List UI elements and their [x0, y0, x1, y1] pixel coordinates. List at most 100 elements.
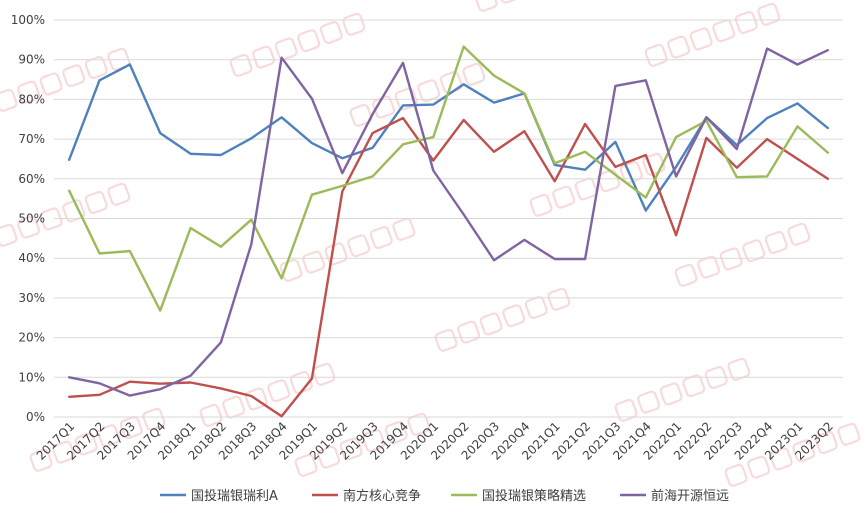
watermark-glyph [674, 263, 698, 287]
watermark-glyph [84, 191, 108, 215]
y-tick-label: 70% [18, 132, 45, 146]
watermark-glyph [229, 53, 253, 77]
watermark-glyph [529, 193, 553, 217]
watermark-mark [674, 222, 811, 287]
watermark-glyph [614, 398, 638, 422]
y-tick-label: 20% [18, 331, 45, 345]
watermark-glyph [742, 239, 766, 263]
y-tick-label: 100% [11, 13, 45, 27]
watermark-glyph [619, 161, 643, 185]
watermark-glyph [294, 453, 318, 477]
watermark-glyph [392, 217, 416, 241]
y-axis-tick-labels: 0% 10% 20% 30% 40% 50% 60% 70% 80% 90% 100% [11, 13, 45, 424]
watermark-glyph [734, 11, 758, 35]
watermark-mark [29, 407, 166, 472]
legend-label: 国投瑞银策略精选 [482, 488, 586, 504]
y-tick-label: 50% [18, 212, 45, 226]
watermark-glyph [502, 304, 526, 328]
watermark-glyph [39, 207, 63, 231]
watermark-glyph [324, 242, 348, 266]
watermark-glyph [252, 45, 276, 69]
watermark-mark [0, 182, 131, 247]
watermark-glyph [457, 320, 481, 344]
watermark-mark [434, 287, 571, 352]
watermark-glyph [107, 182, 131, 206]
watermark-glyph [719, 247, 743, 271]
watermark-glyph [267, 379, 291, 403]
y-tick-label: 40% [18, 251, 45, 265]
watermark-glyph [792, 439, 816, 463]
legend-label: 南方核心竞争 [343, 488, 421, 504]
watermark-glyph [434, 328, 458, 352]
watermark-glyph [17, 80, 41, 104]
watermark-glyph [279, 258, 303, 282]
y-tick-label: 30% [18, 291, 45, 305]
watermark-glyph [297, 29, 321, 53]
watermark-glyph [712, 19, 736, 43]
watermark-glyph [552, 185, 576, 209]
watermark-glyph [349, 103, 373, 127]
legend-label: 国投瑞银瑞利A [191, 488, 278, 504]
watermark-glyph [119, 416, 143, 440]
watermark-glyph [462, 62, 486, 86]
watermark-glyph [837, 422, 861, 446]
watermark-glyph [244, 387, 268, 411]
series-lines [67, 45, 829, 418]
grid-lines [54, 19, 843, 418]
watermark-glyph [302, 250, 326, 274]
watermark-glyph [29, 448, 53, 472]
watermark-glyph [479, 312, 503, 336]
watermark-glyph [339, 437, 363, 461]
watermark-glyph [724, 463, 748, 487]
watermark-glyph [52, 440, 76, 464]
watermark-glyph [312, 362, 336, 386]
watermark-glyph [659, 382, 683, 406]
watermark-layer [0, 0, 861, 487]
y-tick-label: 60% [18, 172, 45, 186]
watermark-mark [724, 422, 861, 487]
watermark-glyph [667, 35, 691, 59]
watermark-glyph [142, 407, 166, 431]
watermark-mark [294, 412, 431, 477]
legend: 国投瑞银瑞利A 南方核心竞争 国投瑞银策略精选 前海开源恒远 [160, 488, 729, 504]
watermark-glyph [524, 296, 548, 320]
watermark-glyph [222, 395, 246, 419]
series-line-4 [67, 47, 829, 397]
watermark-glyph [689, 27, 713, 51]
watermark-mark [614, 357, 751, 422]
x-axis-tick-labels: 2017Q12017Q22017Q32017Q42018Q12018Q22018… [34, 419, 836, 463]
watermark-glyph [769, 447, 793, 471]
watermark-glyph [84, 56, 108, 80]
series-line-1 [67, 63, 829, 212]
watermark-glyph [417, 79, 441, 103]
watermark-glyph [787, 222, 811, 246]
watermark-glyph [362, 429, 386, 453]
watermark-glyph [317, 445, 341, 469]
watermark-mark [529, 152, 666, 217]
watermark-glyph [597, 169, 621, 193]
watermark-glyph [644, 43, 668, 67]
watermark-glyph [757, 2, 781, 26]
watermark-glyph [62, 199, 86, 223]
watermark-mark [474, 0, 521, 12]
series-line-3 [67, 45, 829, 312]
watermark-glyph [347, 234, 371, 258]
watermark-glyph [814, 431, 838, 455]
watermark-glyph [704, 366, 728, 390]
watermark-glyph [369, 226, 393, 250]
y-tick-label: 0% [26, 410, 45, 424]
series-line-2 [67, 116, 829, 418]
watermark-glyph [384, 421, 408, 445]
watermark-mark [229, 12, 366, 77]
watermark-glyph [697, 255, 721, 279]
y-tick-label: 90% [18, 53, 45, 67]
watermark-glyph [497, 0, 521, 4]
watermark-glyph [0, 88, 18, 112]
watermark-glyph [39, 72, 63, 96]
watermark-glyph [74, 432, 98, 456]
y-tick-label: 10% [18, 370, 45, 384]
watermark-glyph [474, 0, 498, 12]
watermark-glyph [199, 403, 223, 427]
